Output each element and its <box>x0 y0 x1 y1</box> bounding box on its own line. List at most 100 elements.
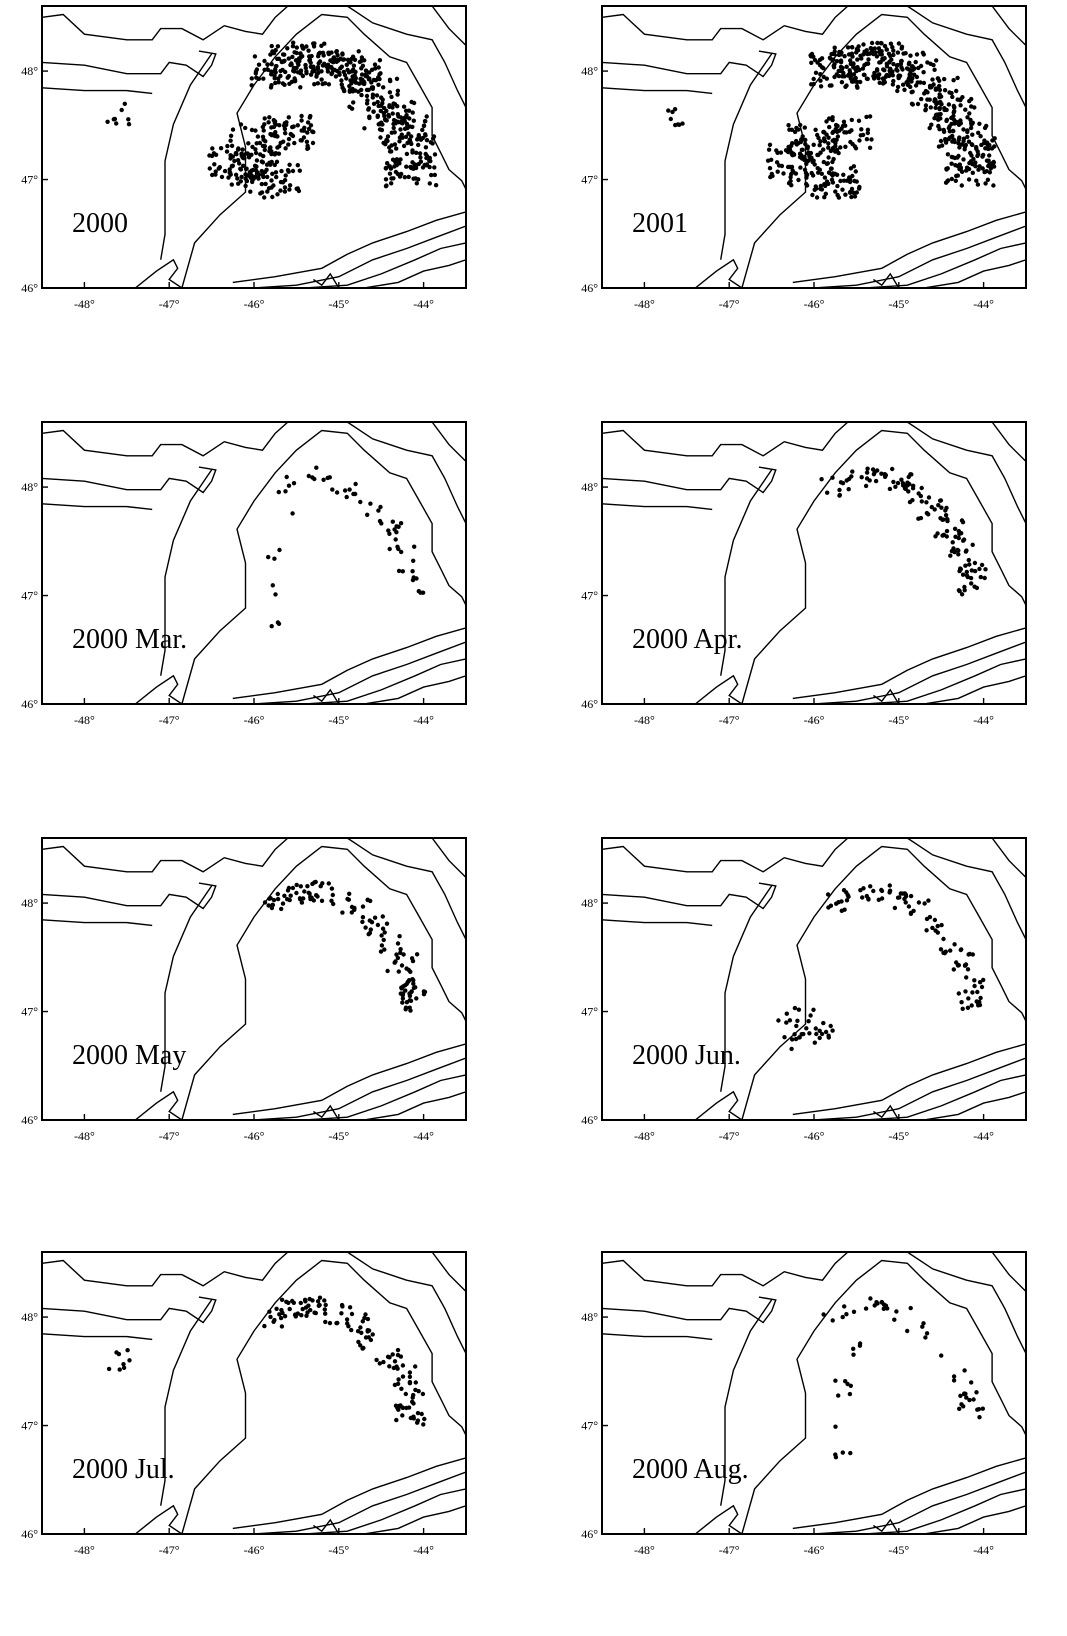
observation-point <box>991 183 996 188</box>
observation-point <box>794 1023 799 1029</box>
observation-point <box>829 83 834 88</box>
panel-label: 2000 Aug. <box>632 1454 749 1485</box>
observation-point <box>398 157 403 162</box>
observation-point <box>926 512 931 517</box>
observation-point <box>985 177 991 182</box>
x-tick-label: -46° <box>244 713 265 727</box>
observation-point <box>381 85 386 90</box>
observation-point <box>958 1393 963 1399</box>
observation-point <box>830 130 835 135</box>
x-tick-label: -44° <box>413 297 434 311</box>
observation-point <box>677 122 682 128</box>
observation-point <box>844 890 849 895</box>
observation-point <box>789 183 794 188</box>
observation-point <box>287 1306 292 1312</box>
observation-point <box>798 122 803 128</box>
map-panel: -48° -47° -46° -45° -44° 46° 47° 48° 2000 <box>21 5 467 311</box>
observation-point <box>823 1029 829 1035</box>
bathymetry-contour <box>160 469 213 676</box>
observation-point <box>213 172 218 177</box>
observation-point <box>391 176 396 181</box>
observation-point <box>273 130 278 135</box>
observation-point <box>974 1390 979 1395</box>
observation-point <box>804 175 809 180</box>
observation-point <box>864 470 870 475</box>
observation-point <box>384 921 390 926</box>
observation-point <box>312 1310 317 1315</box>
observation-point <box>833 1455 839 1460</box>
observation-point <box>291 40 296 45</box>
observation-point <box>936 117 941 122</box>
observation-point <box>267 1309 272 1314</box>
observation-point <box>776 163 782 168</box>
x-tick-label: -45° <box>328 713 349 727</box>
observation-point <box>877 80 882 86</box>
observation-point <box>382 105 387 111</box>
observation-point <box>300 1306 305 1312</box>
observation-point <box>799 137 804 142</box>
observation-point <box>924 500 929 505</box>
observation-point <box>841 172 846 177</box>
observation-point <box>369 920 375 925</box>
bathymetry-contour <box>873 272 900 288</box>
observation-point <box>952 942 957 947</box>
observation-point <box>935 923 940 929</box>
observation-point <box>372 62 378 67</box>
observation-point <box>877 60 882 65</box>
observation-point <box>427 164 432 170</box>
bathymetry-contour <box>602 466 777 494</box>
observation-point <box>405 979 410 985</box>
observation-point <box>413 1380 418 1385</box>
observation-point <box>844 478 849 483</box>
bathymetry-contour <box>906 422 1026 524</box>
observation-point <box>311 44 317 49</box>
observation-point <box>672 107 678 112</box>
observation-point <box>850 54 855 59</box>
observation-point <box>975 153 980 159</box>
x-tick-label: -44° <box>413 713 434 727</box>
observation-point <box>414 150 419 155</box>
observation-point <box>364 93 370 99</box>
bathymetry-contour <box>304 658 466 704</box>
observation-point <box>210 146 215 151</box>
observation-point <box>825 490 830 495</box>
observation-point <box>958 566 963 571</box>
observation-point <box>891 48 896 53</box>
observation-point <box>851 190 856 195</box>
observation-point <box>965 967 971 972</box>
observation-point <box>951 78 956 83</box>
observation-point <box>295 70 301 75</box>
observation-point <box>297 58 302 64</box>
observation-point <box>374 93 380 98</box>
observation-point <box>821 1020 826 1026</box>
observation-point <box>415 1410 421 1416</box>
observation-point <box>363 68 369 73</box>
observation-point <box>385 134 391 139</box>
bathymetry-contour <box>694 258 743 288</box>
observation-point <box>381 111 386 116</box>
x-tick-label: -46° <box>804 1543 825 1557</box>
observation-point <box>844 64 849 70</box>
bathymetry-contour <box>694 674 743 704</box>
observation-point <box>945 179 950 184</box>
observation-point <box>349 106 355 111</box>
observation-point <box>817 1035 822 1041</box>
observation-point <box>818 72 823 77</box>
observation-point <box>262 116 267 121</box>
x-tick-label: -48° <box>74 1543 95 1557</box>
observation-point <box>866 57 871 62</box>
observation-point <box>377 127 383 132</box>
observation-point <box>261 128 266 133</box>
observation-point <box>319 69 324 74</box>
observation-point <box>824 161 830 166</box>
observation-point <box>939 143 945 148</box>
observation-point <box>235 176 240 181</box>
observation-point <box>360 77 365 82</box>
observation-point <box>896 41 902 46</box>
observation-point <box>315 81 321 86</box>
observation-point <box>837 493 842 498</box>
bathymetry-contour <box>602 87 713 95</box>
observation-point <box>395 955 401 961</box>
observation-point <box>323 1319 328 1325</box>
observation-point <box>970 142 975 148</box>
